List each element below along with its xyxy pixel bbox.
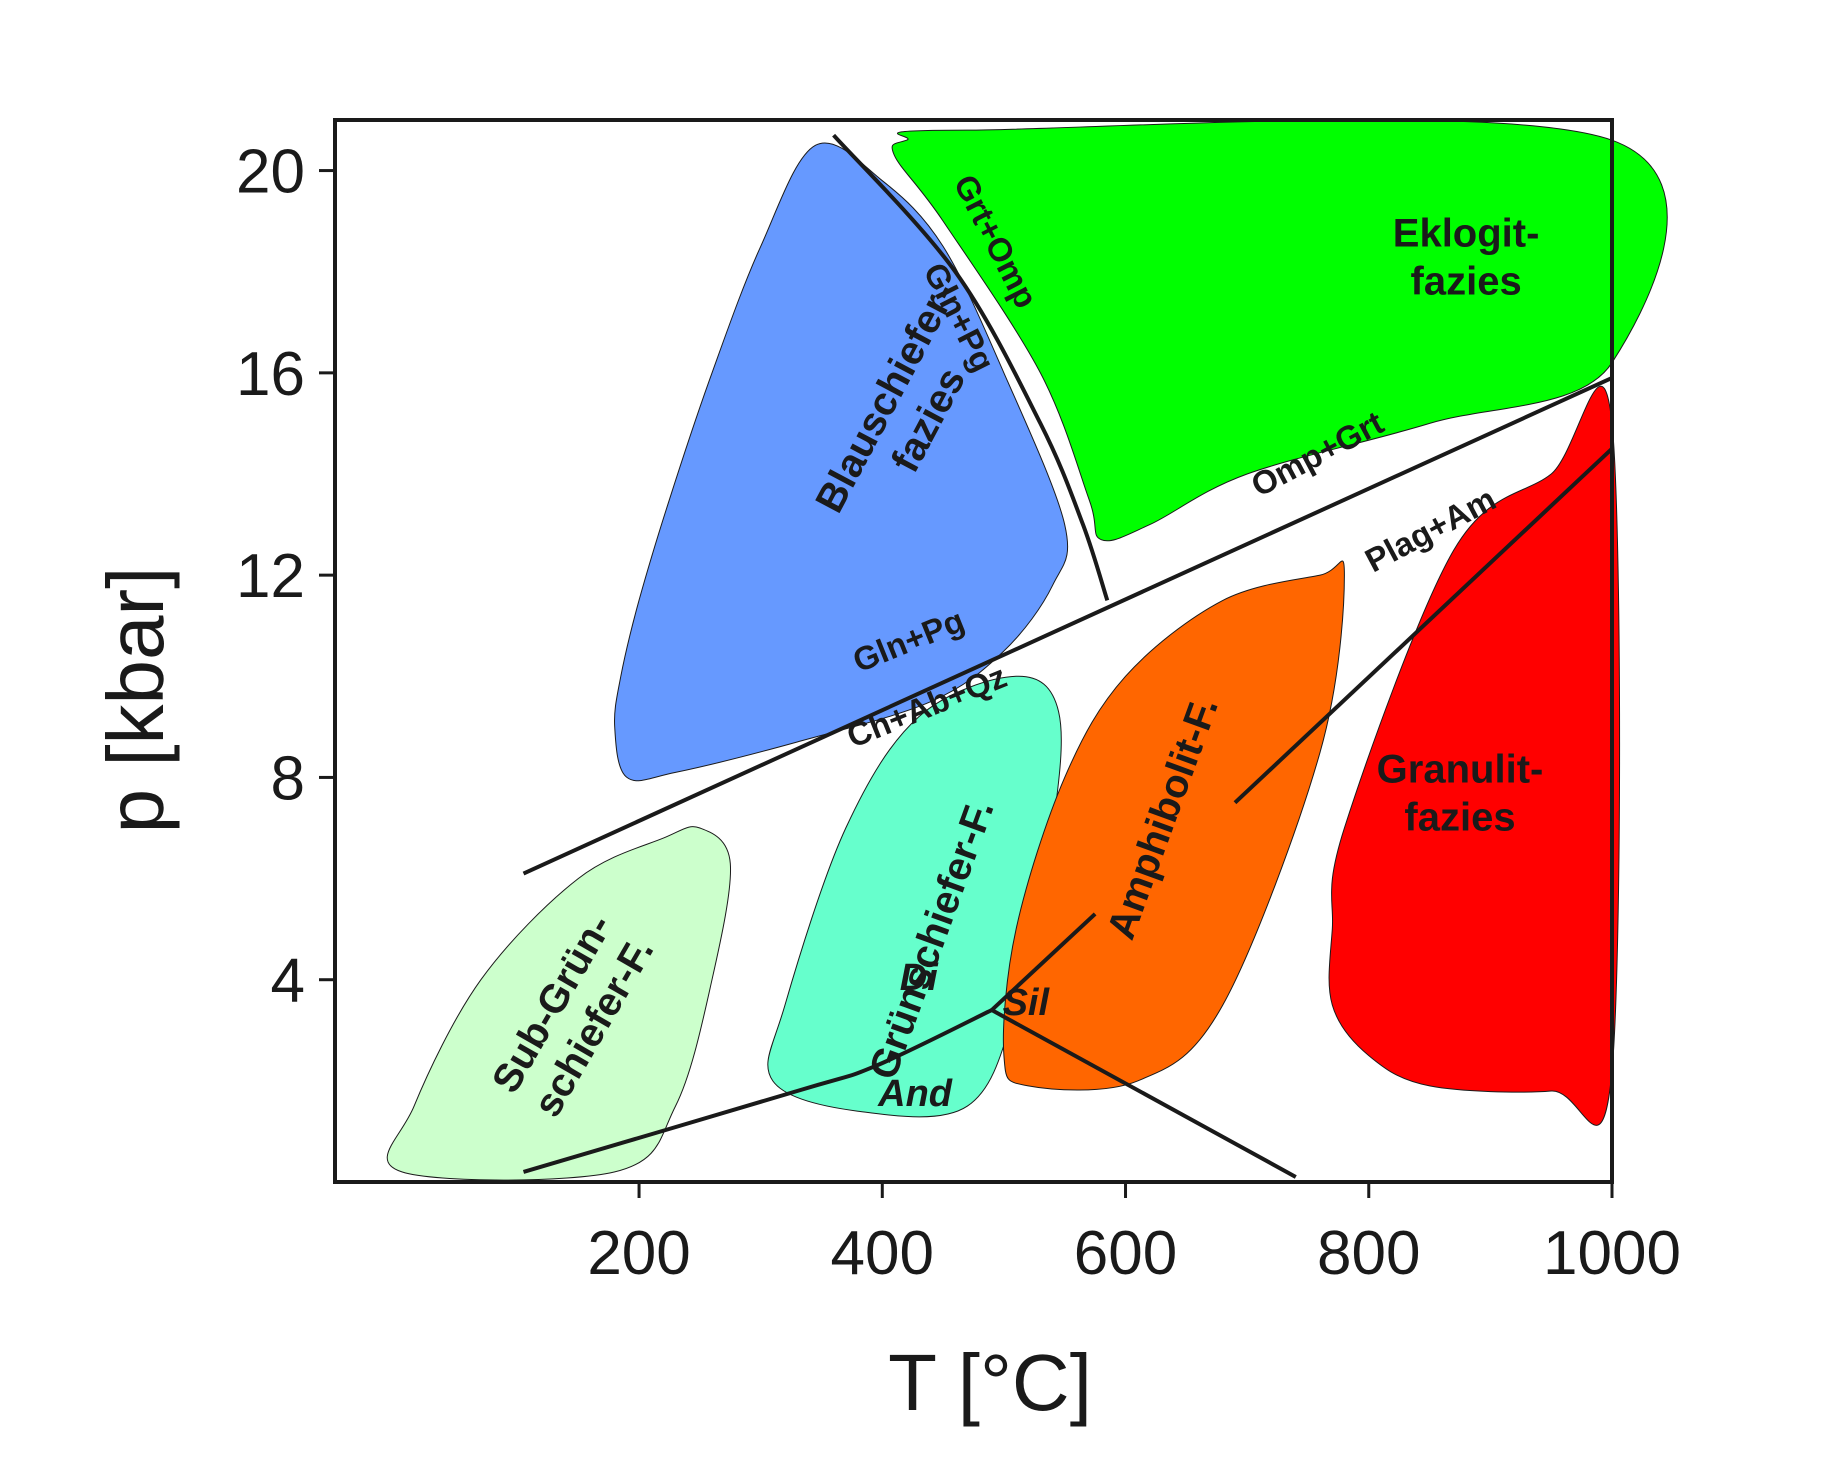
axes: 200 400 600 800 1000 4 8 12 16 20 [236,138,1681,1288]
zone-sub-gr-n-schiefer-f [386,826,732,1181]
boundary-di-sil [990,912,1097,1012]
boundary-grt-omp-gln-pg [832,133,1110,602]
mineral-label-and: And [877,1073,953,1115]
zone-amphibolit-f [1002,560,1345,1091]
facies-zones [386,119,1668,1181]
mineral-label-di: Di [900,957,939,999]
label-eklogit-fazies: Eklogit-fazies [1393,212,1540,304]
x-tick-label: 1000 [1543,1219,1681,1288]
x-tick-label: 200 [587,1219,690,1288]
x-tick-label: 400 [831,1219,934,1288]
x-axis-title: T [°C] [888,1338,1092,1427]
x-tick-label: 600 [1074,1219,1177,1288]
boundary-and-sil [990,1008,1297,1179]
x-tick-label: 800 [1317,1219,1420,1288]
y-tick-label: 20 [236,138,305,207]
reaction-boundaries [522,133,1614,1179]
y-tick-label: 16 [236,340,305,409]
y-tick-label: 12 [236,542,305,611]
y-tick-label: 4 [271,947,305,1016]
label-granulit-fazies: Granulit-fazies [1377,748,1544,840]
y-axis-title: p [kbar] [91,567,180,834]
boundary-amphibolit-granulit [1233,447,1614,805]
y-tick-label: 8 [271,744,305,813]
boundary-gln-pg-ch-ab-qz [522,376,1613,876]
label-granulit-fazies-line: Granulit- [1377,748,1544,792]
plot-frame [333,118,1614,1184]
mineral-label-sil: Sil [1003,982,1051,1024]
label-granulit-fazies-line: fazies [1404,796,1515,840]
label-eklogit-fazies-line: Eklogit- [1393,212,1540,256]
label-eklogit-fazies-line: fazies [1411,260,1522,304]
zone-blauschiefer-fazies [614,142,1069,782]
boundary-and-di [522,1008,993,1174]
zone-granulit-fazies [1328,385,1621,1126]
